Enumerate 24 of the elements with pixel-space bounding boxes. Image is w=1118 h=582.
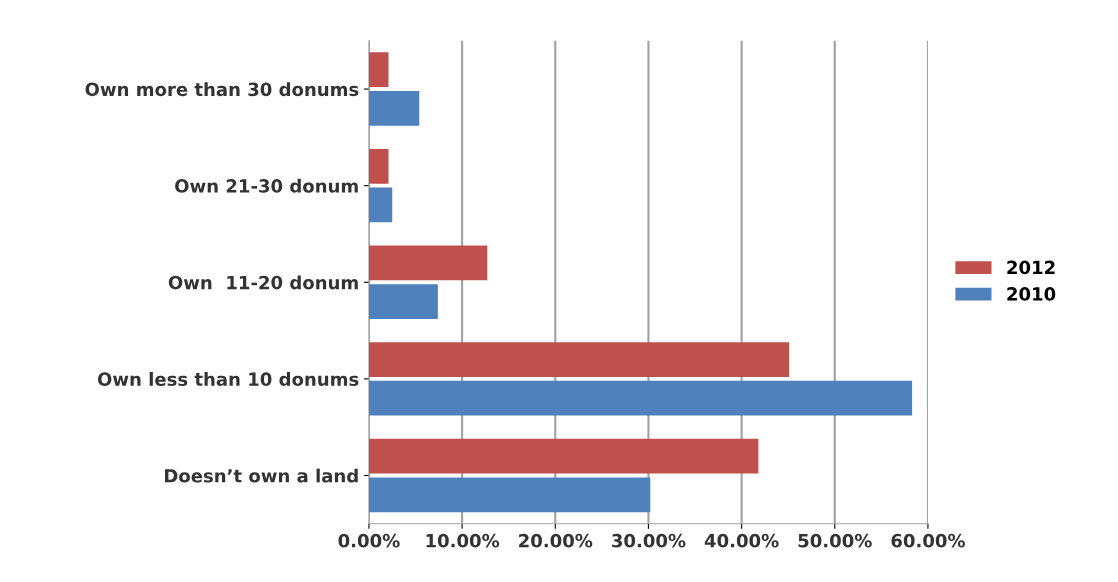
bar <box>368 284 438 319</box>
y-tick-label: Doesn’t own a land <box>165 468 358 483</box>
x-tick-label: 30.00% <box>612 533 686 548</box>
x-tick-label: 0.00% <box>338 533 400 548</box>
y-tick-label: Own 21-30 donum <box>175 178 358 193</box>
x-tick-label: 40.00% <box>704 533 779 548</box>
bar <box>368 148 389 184</box>
y-tick-label: Own less than 10 donums <box>97 372 359 386</box>
bar <box>368 90 420 126</box>
bar <box>368 245 488 281</box>
x-tick-label: 10.00% <box>426 533 500 548</box>
bar <box>368 380 913 416</box>
x-tick-label: 60.00% <box>891 533 965 548</box>
legend-label: 2010 <box>1007 287 1056 301</box>
x-tick-label: 20.00% <box>519 533 593 548</box>
bar <box>368 187 393 223</box>
x-tick-label: 50.00% <box>798 533 872 548</box>
legend-label: 2012 <box>1007 260 1055 275</box>
bar <box>368 342 790 377</box>
bar <box>368 477 651 513</box>
y-tick-label: Own more than 30 donums <box>85 82 359 97</box>
bar <box>368 52 389 88</box>
y-tick-label: Own 11-20 donum <box>168 275 358 290</box>
bar <box>368 438 759 474</box>
